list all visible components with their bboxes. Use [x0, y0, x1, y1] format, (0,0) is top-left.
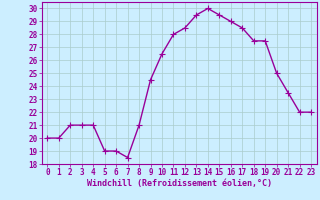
X-axis label: Windchill (Refroidissement éolien,°C): Windchill (Refroidissement éolien,°C) [87, 179, 272, 188]
